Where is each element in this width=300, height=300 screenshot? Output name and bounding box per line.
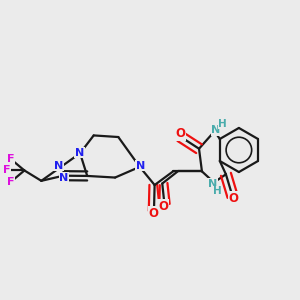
Text: O: O [175, 128, 185, 140]
Text: O: O [158, 200, 168, 213]
Text: H: H [213, 186, 222, 196]
Text: N: N [211, 125, 220, 135]
Text: F: F [7, 154, 15, 164]
Text: O: O [229, 192, 239, 205]
Text: N: N [208, 179, 217, 189]
Text: F: F [3, 166, 10, 176]
Text: N: N [59, 172, 69, 183]
Text: N: N [75, 148, 84, 158]
Text: O: O [148, 207, 158, 220]
Text: H: H [218, 119, 227, 129]
Text: N: N [136, 160, 145, 171]
Text: N: N [54, 161, 63, 171]
Text: F: F [7, 177, 15, 187]
